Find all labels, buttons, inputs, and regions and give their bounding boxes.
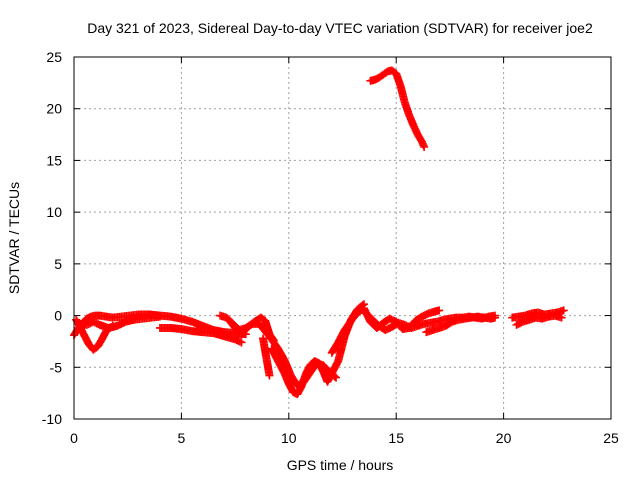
- y-tick-label: 20: [46, 101, 62, 117]
- x-tick-label: 5: [178, 430, 186, 446]
- y-tick-label: 5: [54, 256, 62, 272]
- data-series-11: [422, 312, 500, 337]
- plot-frame: [73, 56, 612, 420]
- axis-ticks: [73, 56, 612, 420]
- y-tick-label: -10: [42, 411, 62, 427]
- data-series-6: [224, 313, 278, 345]
- x-axis-label: GPS time / hours: [287, 457, 394, 473]
- data-series: [70, 66, 568, 399]
- x-tick-label: 10: [281, 430, 297, 446]
- data-point: [491, 313, 500, 322]
- chart-title: Day 321 of 2023, Sidereal Day-to-day VTE…: [87, 20, 593, 36]
- x-tick-label: 0: [70, 430, 78, 446]
- data-point: [435, 306, 444, 315]
- y-tick-label: 10: [46, 204, 62, 220]
- data-series-3: [76, 312, 164, 332]
- data-point: [269, 336, 278, 345]
- data-point: [265, 371, 274, 380]
- data-series-12: [366, 66, 429, 151]
- y-tick-label: 15: [46, 152, 62, 168]
- grid-lines: [74, 57, 611, 419]
- data-point: [155, 312, 164, 321]
- x-tick-label: 15: [388, 430, 404, 446]
- data-series-14: [512, 311, 566, 329]
- data-point: [559, 306, 568, 315]
- data-point: [557, 313, 566, 322]
- y-axis-label: SDTVAR / TECUs: [6, 182, 22, 294]
- data-point: [237, 338, 246, 347]
- x-tick-label: 20: [496, 430, 512, 446]
- y-tick-label: 0: [54, 308, 62, 324]
- x-tick-labels: 0 5 10 15 20 25: [70, 430, 619, 446]
- y-tick-label: 25: [46, 49, 62, 65]
- y-tick-labels: -10 -5 0 5 10 15 20 25: [42, 49, 62, 427]
- data-point: [420, 142, 429, 151]
- data-point: [268, 335, 277, 344]
- data-series-7: [259, 334, 274, 380]
- data-series-4: [155, 323, 246, 347]
- x-tick-label: 25: [603, 430, 619, 446]
- y-tick-label: -5: [50, 359, 63, 375]
